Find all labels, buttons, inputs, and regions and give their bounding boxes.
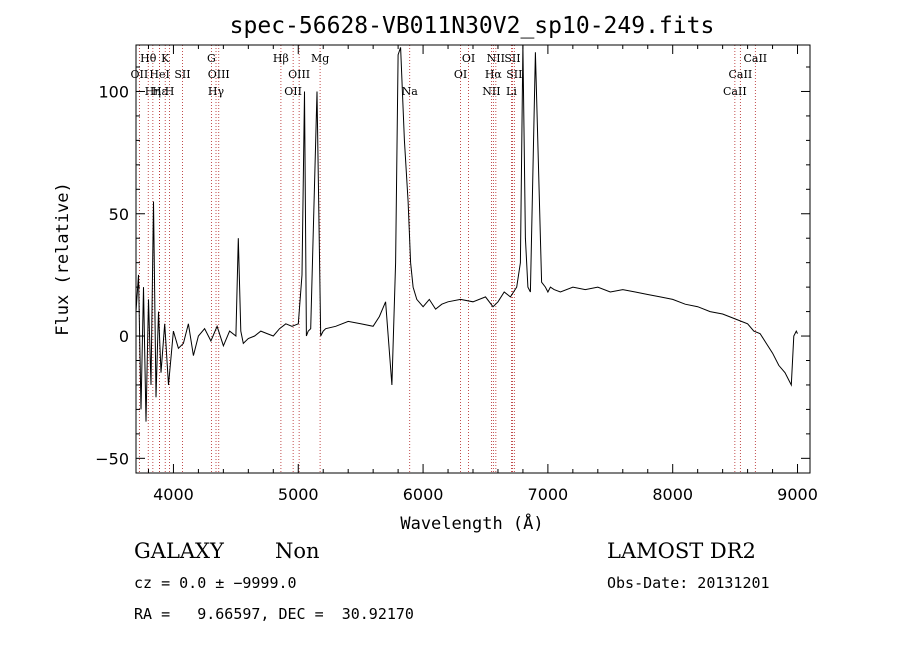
- survey-name: LAMOST DR2: [607, 539, 756, 563]
- chart-title: spec-56628-VB011N30V2_sp10-249.fits: [230, 13, 715, 39]
- spectral-line-label: SII: [174, 68, 190, 81]
- y-axis-label: Flux (relative): [53, 182, 73, 336]
- spectral-line-label: Mg: [311, 52, 329, 65]
- spectral-line-label: OII: [131, 68, 149, 81]
- redshift-readout: cz = 0.0 ± −9999.0: [134, 574, 297, 592]
- object-class: GALAXY: [134, 539, 225, 563]
- y-tick-label: 100: [98, 82, 129, 101]
- spectral-line-label: Hα: [485, 68, 503, 81]
- obs-date: Obs-Date: 20131201: [607, 574, 770, 592]
- spectral-line-label: G: [207, 52, 216, 65]
- spectral-line-label: NII: [487, 52, 505, 65]
- spectral-line-label: OIII: [208, 68, 230, 81]
- spectral-line-markers: [138, 45, 756, 473]
- x-tick-label: 6000: [403, 485, 444, 504]
- spectral-line-label: K: [161, 52, 170, 65]
- spectral-line-label: OI: [462, 52, 475, 65]
- spectral-line-label: Li: [506, 85, 517, 98]
- x-axis: 4000 5000 6000 7000 8000 9000: [147, 45, 818, 504]
- spectral-line-label: Hε: [152, 85, 168, 98]
- spectral-line-label: OII: [284, 85, 302, 98]
- spectral-line-label: NII: [482, 85, 500, 98]
- y-tick-label: 0: [119, 327, 129, 346]
- y-tick-label: 50: [109, 205, 129, 224]
- spectral-line-label: Hγ: [208, 85, 225, 98]
- spectrum-line: [135, 44, 798, 422]
- y-axis: −50 0 50 100: [95, 66, 810, 468]
- spectral-line-label: SII: [504, 52, 520, 65]
- x-tick-label: 7000: [528, 485, 569, 504]
- spectral-line-label: SII: [506, 68, 522, 81]
- spectral-line-label: CaII: [743, 52, 767, 65]
- spectral-line-label: HeI: [149, 68, 169, 81]
- x-tick-label: 9000: [777, 485, 818, 504]
- spectral-line-label: Na: [402, 85, 419, 98]
- x-tick-label: 8000: [652, 485, 693, 504]
- x-tick-label: 4000: [153, 485, 194, 504]
- spectral-line-label: Hη: [145, 85, 161, 98]
- spectral-line-label: Hβ: [273, 52, 289, 65]
- x-tick-label: 5000: [278, 485, 319, 504]
- plot-frame: [135, 44, 811, 474]
- y-tick-label: −50: [95, 449, 129, 468]
- spectral-line-label: Hθ: [140, 52, 157, 65]
- object-subclass: Non: [275, 539, 320, 563]
- spectral-line-label: OIII: [288, 68, 310, 81]
- spectral-line-label: CaII: [723, 85, 747, 98]
- spectral-line-label: OI: [454, 68, 467, 81]
- spectral-line-label: CaII: [729, 68, 753, 81]
- x-axis-label: Wavelength (Å): [400, 512, 543, 534]
- spectral-line-label: H: [165, 85, 175, 98]
- coordinates: RA = 9.66597, DEC = 30.92170: [134, 605, 414, 623]
